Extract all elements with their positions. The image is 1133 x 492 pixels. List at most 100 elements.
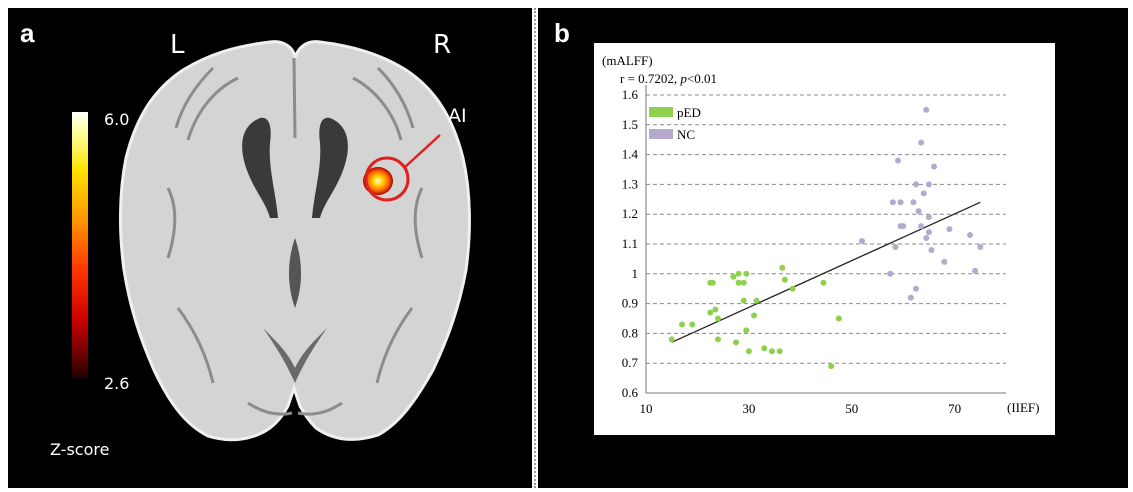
data-point-ped: [709, 279, 716, 286]
data-point-nc: [907, 294, 914, 301]
x-axis-label: (IIEF): [1007, 400, 1040, 415]
data-point-nc: [918, 139, 925, 146]
data-point-nc: [900, 223, 907, 230]
data-point-nc: [918, 223, 925, 230]
data-point-nc: [887, 270, 894, 277]
annotation-sig: <0.01: [687, 71, 717, 86]
panel-letter-a: a: [20, 18, 35, 48]
colorbar-max-label: 6.0: [104, 110, 130, 129]
y-tick-label: 0.6: [622, 385, 639, 400]
scatter-chart: (mALFF) (IIEF) r = 0.7202, p<0.01 0.6 0.7…: [602, 53, 1040, 416]
trendline: [671, 201, 981, 343]
brain-axial-slice: [118, 40, 471, 442]
y-tick-label: 1: [632, 266, 639, 281]
data-point-ped: [740, 279, 747, 286]
axes: 0.6 0.7 0.8 0.9 1 1.1 1.2 1.3 1.4 1.5 1.6 10 30 50 70: [622, 85, 1006, 416]
data-point-nc: [910, 199, 917, 206]
y-tick-label: 1.3: [622, 176, 638, 191]
x-tick-label: 70: [948, 401, 961, 416]
roi-label: AI: [448, 105, 467, 127]
legend: pED NC: [649, 105, 701, 142]
panel-letter-b: b: [554, 18, 570, 48]
data-point-nc: [913, 181, 919, 188]
data-point-nc: [923, 235, 930, 242]
roi-pointer-line: [404, 134, 441, 168]
data-point-nc: [923, 106, 930, 113]
data-point-ped: [743, 327, 750, 334]
data-point-nc: [895, 157, 901, 164]
colorbar-min-label: 2.6: [104, 374, 130, 393]
data-point-nc: [967, 232, 973, 239]
y-tick-label: 0.8: [622, 325, 638, 340]
right-hemisphere-label: R: [433, 30, 452, 60]
x-tick-label: 50: [845, 401, 858, 416]
data-point-ped: [712, 306, 719, 313]
data-point-ped: [668, 336, 675, 343]
legend-label-nc: NC: [677, 127, 695, 142]
data-point-nc: [925, 181, 932, 188]
data-point-nc: [920, 190, 927, 197]
data-point-ped: [679, 321, 685, 328]
lateral-ventricles: [242, 117, 348, 218]
data-point-nc: [977, 243, 984, 250]
data-point-ped: [781, 276, 788, 283]
y-tick-label: 1.4: [622, 147, 639, 162]
data-point-nc: [946, 226, 953, 233]
data-point-nc: [941, 258, 948, 265]
data-point-ped: [733, 339, 739, 346]
activation-blob: [363, 167, 393, 195]
y-tick-label: 1.6: [622, 87, 639, 102]
data-point-ped: [761, 345, 768, 352]
data-point-nc: [925, 229, 932, 236]
sulci: [166, 57, 424, 416]
data-point-ped: [835, 315, 842, 322]
y-tick-label: 1.1: [622, 236, 638, 251]
data-point-nc: [915, 208, 922, 215]
gridlines: [646, 94, 1006, 364]
x-tick-label: 30: [742, 401, 755, 416]
roi-circle: [364, 156, 410, 202]
data-point-nc: [931, 163, 937, 170]
annotation-r: r = 0.7202,: [620, 71, 680, 86]
data-point-ped: [753, 297, 760, 304]
data-point-ped: [776, 348, 783, 355]
data-point-ped: [779, 264, 786, 271]
brain-panel: a L R AI 6.0 2.6 Z-score: [8, 8, 532, 488]
third-ventricle: [288, 238, 302, 308]
trendline-group: [671, 201, 981, 343]
data-points: [668, 106, 984, 370]
legend-swatch-nc: [649, 129, 673, 139]
data-point-nc: [913, 285, 919, 292]
x-tick-label: 10: [640, 401, 653, 416]
data-point-ped: [707, 309, 714, 316]
data-point-ped: [730, 273, 737, 280]
data-point-ped: [743, 270, 750, 277]
data-point-nc: [889, 199, 896, 206]
annotation-p: p: [679, 71, 687, 86]
colorbar-title: Z-score: [50, 440, 110, 459]
y-tick-label: 1.5: [622, 117, 638, 132]
data-point-ped: [789, 285, 796, 292]
data-point-ped: [715, 336, 721, 343]
legend-label-ped: pED: [677, 105, 701, 120]
legend-swatch-ped: [649, 107, 673, 117]
data-point-ped: [769, 348, 775, 355]
data-point-ped: [820, 279, 827, 286]
colorbar: [72, 112, 88, 378]
y-tick-label: 1.2: [622, 206, 638, 221]
data-point-nc: [859, 238, 865, 245]
data-point-ped: [689, 321, 696, 328]
data-point-ped: [735, 279, 742, 286]
data-point-nc: [972, 267, 979, 274]
data-point-ped: [715, 315, 721, 322]
correlation-annotation: r = 0.7202, p<0.01: [620, 71, 717, 86]
data-point-ped: [740, 297, 747, 304]
plot-area: (mALFF) (IIEF) r = 0.7202, p<0.01 0.6 0.7…: [594, 43, 1055, 435]
data-point-ped: [745, 348, 752, 355]
data-point-nc: [892, 243, 899, 250]
y-axis-label: (mALFF): [602, 53, 653, 68]
midbrain: [263, 328, 327, 383]
data-point-ped: [735, 270, 742, 277]
y-tick-label: 0.9: [622, 296, 638, 311]
